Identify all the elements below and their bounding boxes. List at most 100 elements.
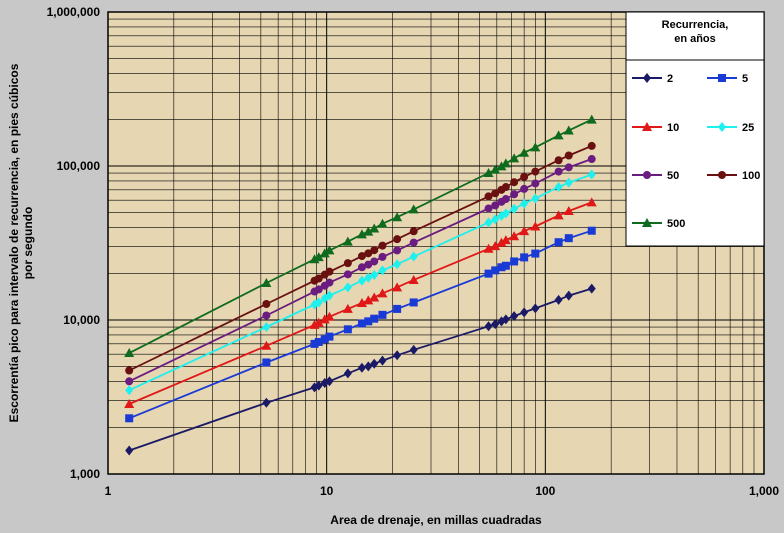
data-point (409, 298, 418, 307)
data-point (314, 380, 323, 391)
data-point (364, 317, 373, 326)
data-point (262, 300, 271, 309)
y-axis-label: Escorrentía pico para intervalo de recur… (7, 63, 35, 422)
data-point (325, 376, 334, 387)
data-point (393, 259, 402, 270)
data-point (325, 267, 334, 276)
series-2 (125, 283, 596, 456)
legend-label: 500 (667, 218, 685, 230)
data-point (531, 303, 540, 314)
data-point (262, 311, 271, 320)
series-500 (124, 114, 597, 358)
legend-marker (718, 122, 726, 132)
data-point (378, 355, 387, 366)
data-point (343, 259, 352, 268)
series-100 (125, 141, 596, 375)
data-point (343, 325, 352, 334)
data-point (554, 182, 563, 193)
data-point (484, 321, 493, 332)
data-point (393, 246, 402, 255)
data-point (520, 172, 529, 181)
data-point (325, 332, 334, 341)
legend-title-line1: Recurrencia, (662, 19, 729, 31)
data-point (564, 151, 573, 160)
y-axis-label-line1: Escorrentía pico para intervalo de recur… (7, 63, 21, 422)
data-point (314, 274, 323, 283)
data-point (357, 319, 366, 328)
legend-title-line2: en años (674, 33, 716, 45)
data-point (319, 248, 330, 258)
y-axis-label-line2: por segundo (21, 207, 35, 280)
legend-label: 2 (667, 73, 673, 85)
data-point (393, 304, 402, 313)
data-point (261, 277, 272, 287)
legend-marker (718, 74, 726, 82)
data-point (587, 169, 596, 180)
x-tick-label: 1 (105, 484, 112, 498)
data-point (483, 168, 494, 178)
data-point (520, 184, 529, 193)
data-point (587, 141, 596, 150)
data-point (370, 246, 379, 255)
data-point (554, 238, 563, 247)
data-point (531, 193, 540, 204)
x-tick-label: 1,000 (749, 484, 779, 498)
data-point (343, 270, 352, 279)
data-point (357, 362, 366, 373)
data-point (125, 377, 134, 386)
data-point (409, 238, 418, 247)
data-point (409, 227, 418, 236)
data-point (519, 147, 530, 157)
series-25 (125, 169, 596, 396)
data-point (530, 142, 541, 152)
data-point (510, 311, 519, 322)
data-point (314, 297, 323, 308)
data-point (510, 203, 519, 214)
data-point (409, 344, 418, 355)
data-point (491, 319, 500, 330)
legend-item-2: 2 (632, 73, 673, 85)
data-point (324, 311, 335, 321)
data-point (262, 358, 271, 367)
data-point (563, 206, 574, 216)
data-point (314, 285, 323, 294)
x-axis-label: Area de drenaje, en millas cuadradas (330, 513, 542, 527)
data-point (554, 167, 563, 176)
data-point (342, 236, 353, 246)
data-point (520, 307, 529, 318)
data-point (319, 314, 330, 324)
data-point (262, 397, 271, 408)
data-point (564, 177, 573, 188)
data-point (369, 223, 380, 233)
data-point (490, 164, 501, 174)
series-5 (125, 226, 596, 423)
legend-label: 50 (667, 170, 679, 182)
data-point (510, 190, 519, 199)
data-point (125, 414, 134, 423)
data-point (490, 241, 501, 251)
data-point (501, 195, 510, 204)
data-point (378, 252, 387, 261)
data-point (370, 358, 379, 369)
tick-labels: 1 10 100 1,000 1,000 10,000 100,000 1,000,000 (47, 5, 780, 498)
legend-label: 100 (742, 170, 760, 182)
series-50 (125, 155, 596, 386)
data-point (370, 314, 379, 323)
data-point (378, 310, 387, 319)
legend-label: 5 (742, 73, 748, 85)
data-point (261, 340, 272, 350)
data-point (491, 189, 500, 198)
data-point (554, 156, 563, 165)
data-point (586, 197, 597, 207)
data-point (500, 235, 511, 245)
data-point (377, 218, 388, 228)
x-tick-label: 100 (535, 484, 555, 498)
data-point (564, 290, 573, 301)
data-point (501, 208, 510, 219)
data-point (370, 257, 379, 266)
data-point (530, 221, 541, 231)
legend-label: 25 (742, 122, 754, 134)
